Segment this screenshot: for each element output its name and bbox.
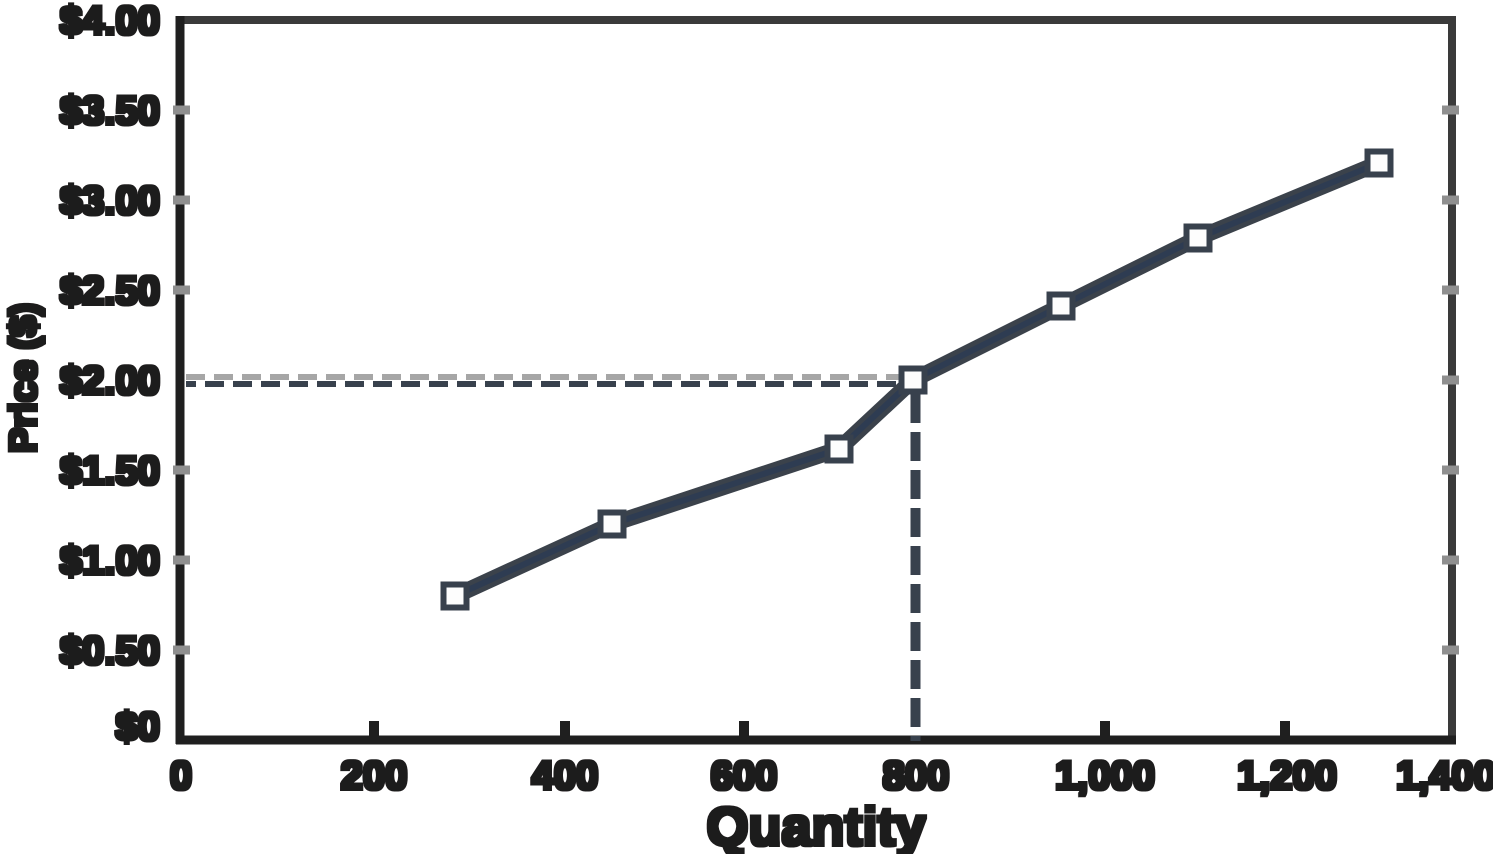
svg-text:$0.50: $0.50 xyxy=(60,629,160,673)
svg-text:Price ($): Price ($) xyxy=(3,303,45,453)
svg-text:$3.00: $3.00 xyxy=(60,179,160,223)
svg-text:600: 600 xyxy=(711,754,778,798)
svg-text:Quantity: Quantity xyxy=(706,797,925,854)
svg-text:$3.50: $3.50 xyxy=(60,89,160,133)
svg-text:200: 200 xyxy=(341,754,408,798)
svg-text:1,400: 1,400 xyxy=(1396,754,1493,798)
svg-text:800: 800 xyxy=(883,754,950,798)
svg-text:0: 0 xyxy=(170,754,192,798)
svg-text:$2.00: $2.00 xyxy=(60,359,160,403)
svg-text:$4.00: $4.00 xyxy=(60,0,160,43)
svg-text:$1.50: $1.50 xyxy=(60,449,160,493)
svg-text:1,000: 1,000 xyxy=(1055,754,1155,798)
svg-text:400: 400 xyxy=(532,754,599,798)
svg-text:$1.00: $1.00 xyxy=(60,539,160,583)
svg-text:$0: $0 xyxy=(116,705,161,749)
svg-text:1,200: 1,200 xyxy=(1237,754,1337,798)
svg-text:$2.50: $2.50 xyxy=(60,269,160,313)
